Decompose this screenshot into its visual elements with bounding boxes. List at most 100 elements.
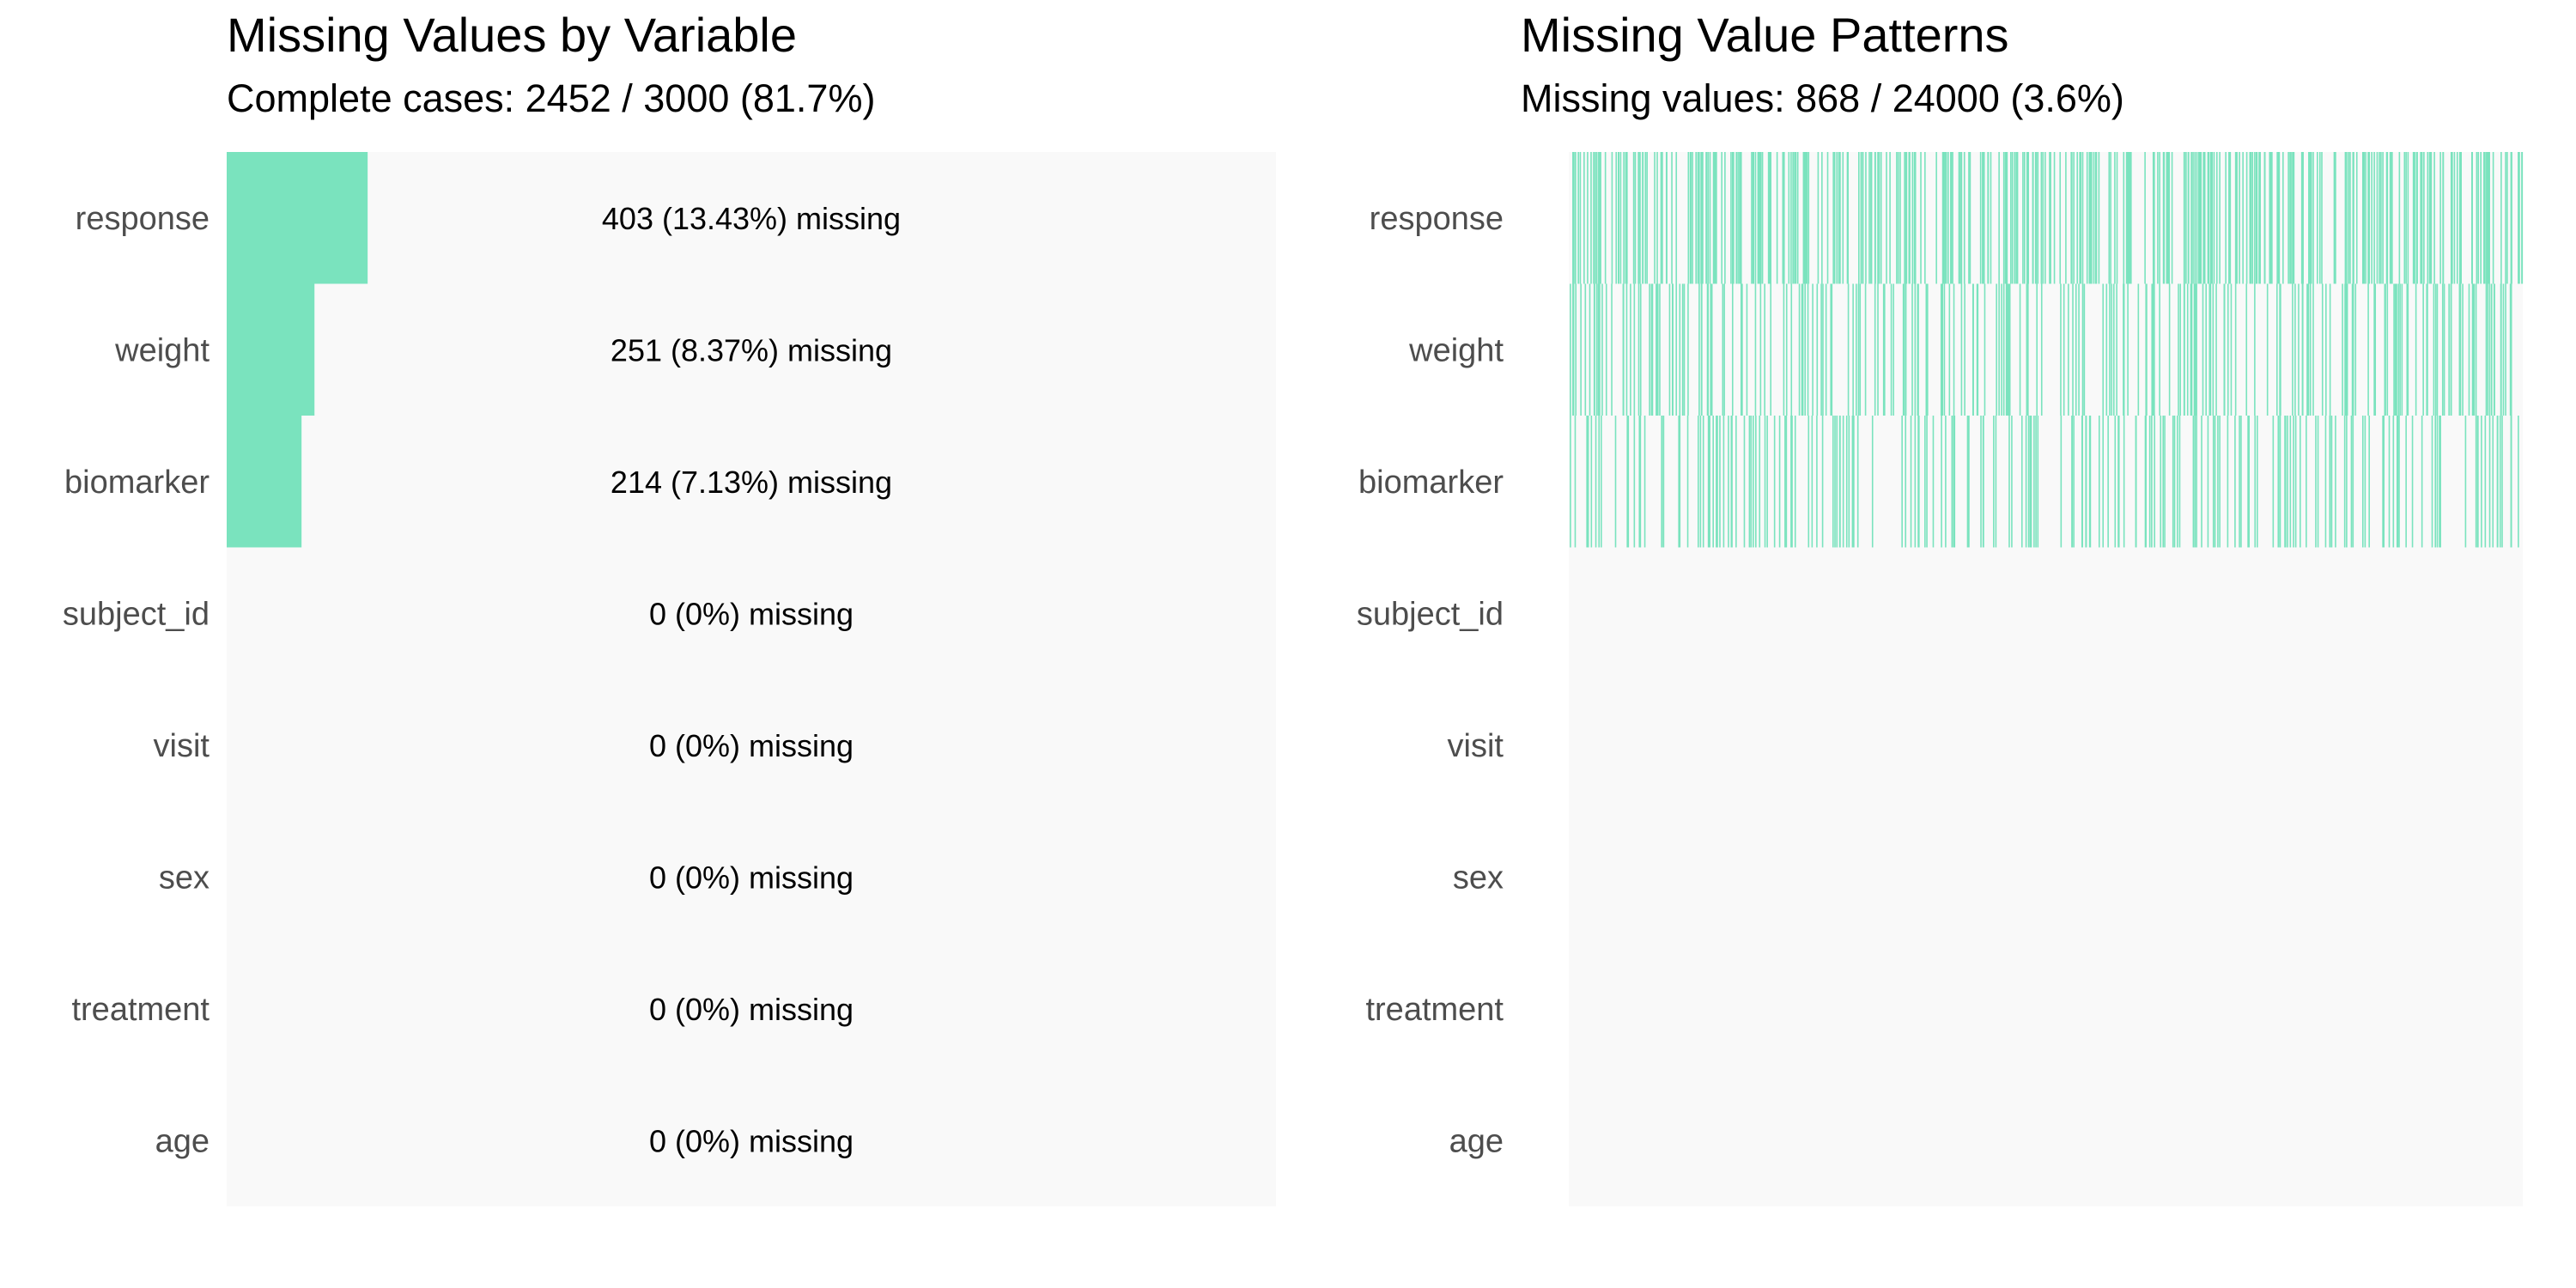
missing-mark-response xyxy=(2421,152,2423,284)
missing-mark-response xyxy=(1634,152,1637,284)
missing-mark-weight xyxy=(2078,283,2080,416)
missing-mark-response xyxy=(2430,152,2433,284)
missing-mark-response xyxy=(2211,152,2214,284)
missing-mark-weight xyxy=(2502,283,2505,416)
missing-mark-weight xyxy=(1630,283,1631,416)
missing-mark-weight xyxy=(2488,283,2491,416)
missing-mark-response xyxy=(1950,152,1952,284)
missing-mark-weight xyxy=(2234,283,2237,416)
missing-mark-biomarker xyxy=(2011,416,2013,548)
missing-mark-weight xyxy=(2395,283,2397,416)
missing-mark-response xyxy=(2382,152,2384,284)
missing-mark-response xyxy=(2289,152,2291,284)
missing-mark-weight xyxy=(1893,283,1894,416)
missing-mark-response xyxy=(1958,152,1960,284)
missing-mark-response xyxy=(2014,152,2016,284)
missing-mark-biomarker xyxy=(2177,416,2178,548)
missing-mark-response xyxy=(2010,152,2012,284)
missing-mark-weight xyxy=(1601,283,1603,416)
missing-mark-weight xyxy=(2374,283,2377,416)
missing-mark-weight xyxy=(2005,283,2008,416)
missing-mark-weight xyxy=(1764,283,1765,416)
missing-mark-response xyxy=(2228,152,2230,284)
missing-mark-biomarker xyxy=(2329,416,2331,548)
missing-mark-response xyxy=(2037,152,2039,284)
missing-mark-response xyxy=(2071,152,2073,284)
missing-mark-weight xyxy=(2373,283,2375,416)
missing-mark-biomarker xyxy=(1627,416,1630,548)
missing-mark-response xyxy=(2044,152,2046,284)
missing-mark-biomarker xyxy=(1905,416,1907,548)
missing-mark-weight xyxy=(1976,283,1978,416)
missing-mark-response xyxy=(2125,152,2128,284)
missing-mark-biomarker xyxy=(1848,416,1850,548)
missing-mark-weight xyxy=(2422,283,2424,416)
missing-mark-response xyxy=(1899,152,1901,284)
missing-mark-response xyxy=(1796,152,1799,284)
missing-mark-biomarker xyxy=(2254,416,2257,548)
missing-mark-response xyxy=(2488,152,2490,284)
missing-mark-biomarker xyxy=(2117,416,2119,548)
missing-mark-weight xyxy=(2060,283,2062,416)
missing-mark-response xyxy=(2420,152,2421,284)
missing-mark-response xyxy=(1735,152,1738,284)
missing-mark-biomarker xyxy=(1728,416,1729,548)
missing-mark-biomarker xyxy=(1699,416,1702,548)
missing-mark-response xyxy=(2199,152,2202,284)
missing-mark-weight xyxy=(2127,283,2129,416)
missing-mark-weight xyxy=(2494,283,2495,416)
missing-mark-weight xyxy=(2081,283,2084,416)
missing-mark-biomarker xyxy=(2431,416,2433,548)
missing-mark-response xyxy=(2344,152,2347,284)
missing-mark-response xyxy=(1716,152,1717,284)
missing-mark-response xyxy=(2484,152,2486,284)
missing-mark-biomarker xyxy=(1983,416,1984,548)
missing-mark-biomarker xyxy=(1614,416,1617,548)
missing-mark-response xyxy=(2128,152,2130,284)
missing-mark-biomarker xyxy=(1638,416,1641,548)
missing-mark-response xyxy=(2505,152,2506,284)
missing-mark-response xyxy=(1705,152,1707,284)
missing-mark-response xyxy=(1904,152,1905,284)
missing-mark-response xyxy=(2059,152,2062,284)
missing-mark-response xyxy=(1941,152,1944,284)
missing-mark-biomarker xyxy=(1735,416,1737,548)
missing-mark-weight xyxy=(2407,283,2409,416)
missing-mark-weight xyxy=(2194,283,2196,416)
missing-mark-biomarker xyxy=(1730,416,1733,548)
missing-mark-weight xyxy=(2190,283,2192,416)
missing-mark-response xyxy=(2511,152,2512,284)
missing-mark-weight xyxy=(2036,283,2038,416)
missing-mark-biomarker xyxy=(2227,416,2229,548)
missing-mark-response xyxy=(1618,152,1619,284)
missing-mark-biomarker xyxy=(2501,416,2503,548)
missing-mark-response xyxy=(1671,152,1673,284)
missing-mark-biomarker xyxy=(1662,416,1664,548)
missing-mark-biomarker xyxy=(1570,416,1571,548)
missing-mark-biomarker xyxy=(1697,416,1699,548)
missing-mark-weight xyxy=(1594,283,1595,416)
missing-mark-biomarker xyxy=(2397,416,2399,548)
missing-mark-weight xyxy=(2279,283,2281,416)
missing-mark-response xyxy=(1865,152,1867,284)
missing-mark-response xyxy=(2154,152,2155,284)
missing-mark-biomarker xyxy=(2248,416,2250,548)
missing-mark-weight xyxy=(1679,283,1681,416)
missing-mark-biomarker xyxy=(1924,416,1926,548)
missing-mark-weight xyxy=(2230,283,2233,416)
missing-mark-weight xyxy=(1701,283,1703,416)
missing-mark-weight xyxy=(2309,283,2312,416)
missing-mark-response xyxy=(2225,152,2227,284)
missing-mark-weight xyxy=(1597,283,1600,416)
missing-mark-response xyxy=(1889,152,1891,284)
missing-mark-weight xyxy=(1864,283,1867,416)
pattern-y-label-biomarker: biomarker xyxy=(1358,465,1504,501)
missing-mark-response xyxy=(2317,152,2318,284)
missing-mark-response xyxy=(1960,152,1963,284)
missing-mark-biomarker xyxy=(1722,416,1725,548)
missing-mark-biomarker xyxy=(2518,416,2519,548)
missing-mark-response xyxy=(2196,152,2198,284)
missing-mark-response xyxy=(1761,152,1764,284)
left-panel: Missing Values by Variable Complete case… xyxy=(63,8,1276,1206)
missing-mark-biomarker xyxy=(1917,416,1919,548)
